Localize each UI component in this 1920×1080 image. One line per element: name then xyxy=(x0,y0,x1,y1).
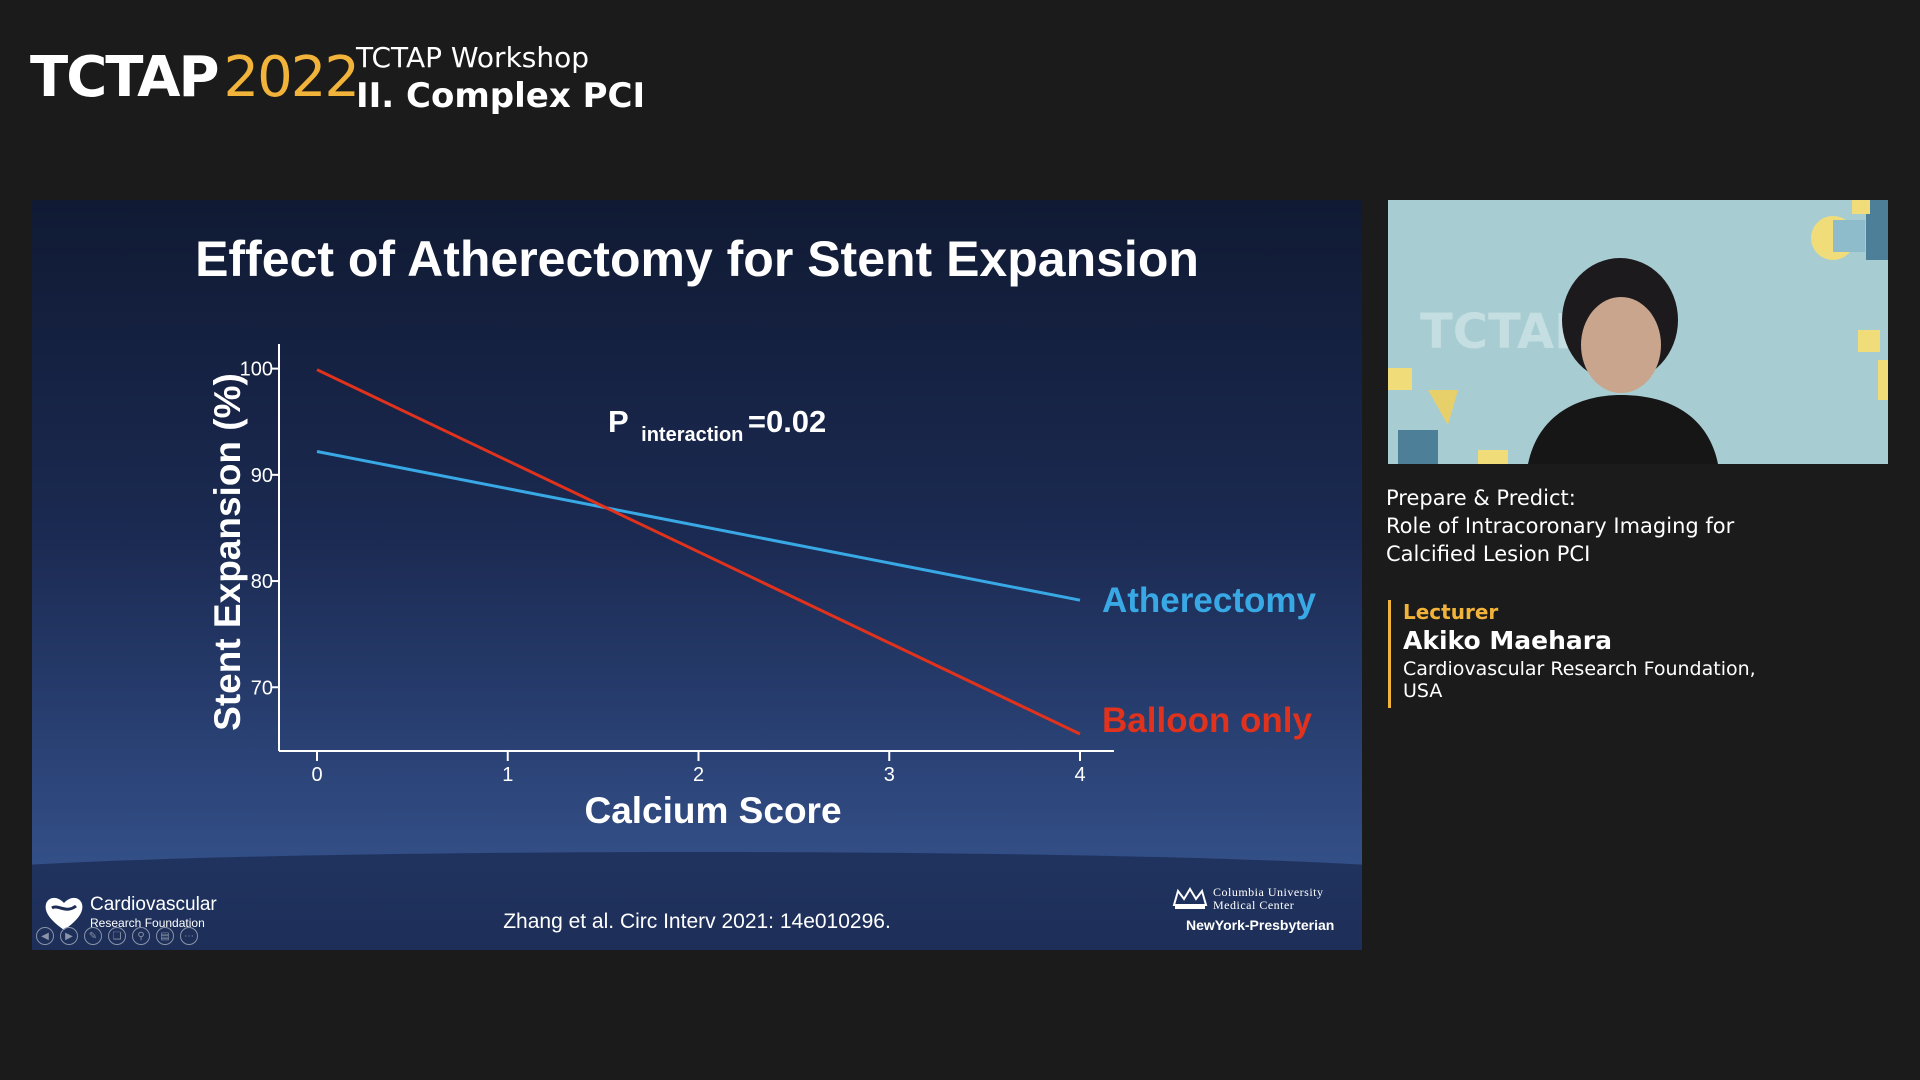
talk-title-line3: Calcified Lesion PCI xyxy=(1386,542,1591,566)
prev-icon[interactable]: ◀ xyxy=(36,927,54,945)
crf-logo-line1: Cardiovascular xyxy=(90,894,217,915)
y-tick-label: 70 xyxy=(251,677,273,699)
p-symbol: P xyxy=(608,404,629,439)
y-tick-label: 80 xyxy=(251,571,273,593)
y-tick-label: 90 xyxy=(251,465,273,487)
columbia-logo-line1: Columbia University xyxy=(1213,885,1324,899)
lecturer-label: Lecturer xyxy=(1403,600,1499,624)
x-tick-label: 0 xyxy=(311,764,322,786)
speaker-video: TCTAP xyxy=(1388,200,1888,464)
x-tick-label: 3 xyxy=(884,764,895,786)
p-subscript: interaction xyxy=(641,424,743,446)
series-label-atherectomy: Atherectomy xyxy=(1102,581,1316,620)
next-icon[interactable]: ▶ xyxy=(60,927,78,945)
columbia-nyp-logo: Columbia University Medical Center NewYo… xyxy=(1168,883,1358,943)
talk-title-line1: Prepare & Predict: xyxy=(1386,486,1576,510)
talk-title-line2: Role of Intracoronary Imaging for xyxy=(1386,514,1735,538)
x-tick-label: 4 xyxy=(1074,764,1085,786)
crf-logo: Cardiovascular Research Foundation xyxy=(42,892,222,932)
video-background-shapes xyxy=(1388,200,1888,464)
stent-expansion-chart: 0 1 2 3 4 70 80 90 100 Atherectomy Balloon only… xyxy=(207,344,1316,831)
copy-icon[interactable]: ❏ xyxy=(108,927,126,945)
x-ticks: 0 1 2 3 4 xyxy=(311,751,1086,786)
lecturer-info: Lecturer Akiko Maehara Cardiovascular Re… xyxy=(1388,600,1888,708)
more-icon[interactable]: ⋯ xyxy=(180,927,198,945)
columbia-logo-line2: Medical Center xyxy=(1213,898,1295,912)
workshop-name: TCTAP Workshop xyxy=(356,41,590,74)
p-interaction-annotation: P interaction =0.02 xyxy=(608,404,826,446)
lecturer-affiliation-line1: Cardiovascular Research Foundation, xyxy=(1403,658,1756,680)
brand-logo: TCTAP 2022 xyxy=(30,50,360,106)
video-watermark: TCTAP xyxy=(1420,304,1590,360)
lecturer-name: Akiko Maehara xyxy=(1403,626,1612,655)
lecturer-affiliation: Cardiovascular Research Foundation, USA xyxy=(1403,658,1823,702)
x-axis-label: Calcium Score xyxy=(584,790,841,831)
series-line-balloon-only xyxy=(316,368,1081,736)
session-name: II. Complex PCI xyxy=(356,76,646,116)
slide-controls: ◀ ▶ ✎ ❏ ⚲ ▤ ⋯ xyxy=(36,927,198,947)
p-value: =0.02 xyxy=(748,404,826,439)
series-lines xyxy=(316,368,1081,736)
pen-icon[interactable]: ✎ xyxy=(84,927,102,945)
talk-title: Prepare & Predict: Role of Intracoronary… xyxy=(1386,484,1866,568)
header: TCTAP 2022 TCTAP Workshop II. Complex PCI xyxy=(30,40,830,130)
y-tick-label: 100 xyxy=(240,359,273,381)
crown-icon xyxy=(1172,887,1208,909)
y-axis-label: Stent Expansion (%) xyxy=(207,373,248,731)
x-tick-label: 1 xyxy=(502,764,513,786)
x-tick-label: 2 xyxy=(693,764,704,786)
slide-title: Effect of Atherectomy for Stent Expansio… xyxy=(195,231,1199,287)
workshop-title: TCTAP Workshop II. Complex PCI xyxy=(356,40,645,116)
y-ticks: 70 80 90 100 xyxy=(240,359,279,699)
heart-logo-icon xyxy=(45,897,83,930)
chart-axes xyxy=(278,344,1114,752)
slide-footer-band xyxy=(32,852,1362,950)
nyp-logo-text: NewYork-Presbyterian xyxy=(1186,917,1335,933)
series-line-atherectomy xyxy=(316,449,1081,602)
lecturer-affiliation-line2: USA xyxy=(1403,680,1443,702)
citation: Zhang et al. Circ Interv 2021: 14e010296… xyxy=(503,910,891,933)
series-label-balloon-only: Balloon only xyxy=(1102,701,1313,740)
presentation-slide: Effect of Atherectomy for Stent Expansio… xyxy=(32,200,1362,950)
zoom-icon[interactable]: ⚲ xyxy=(132,927,150,945)
subtitle-icon[interactable]: ▤ xyxy=(156,927,174,945)
crf-logo-line2: Research Foundation xyxy=(90,916,205,930)
brand-year: 2022 xyxy=(223,45,361,110)
brand-name: TCTAP xyxy=(30,45,220,110)
